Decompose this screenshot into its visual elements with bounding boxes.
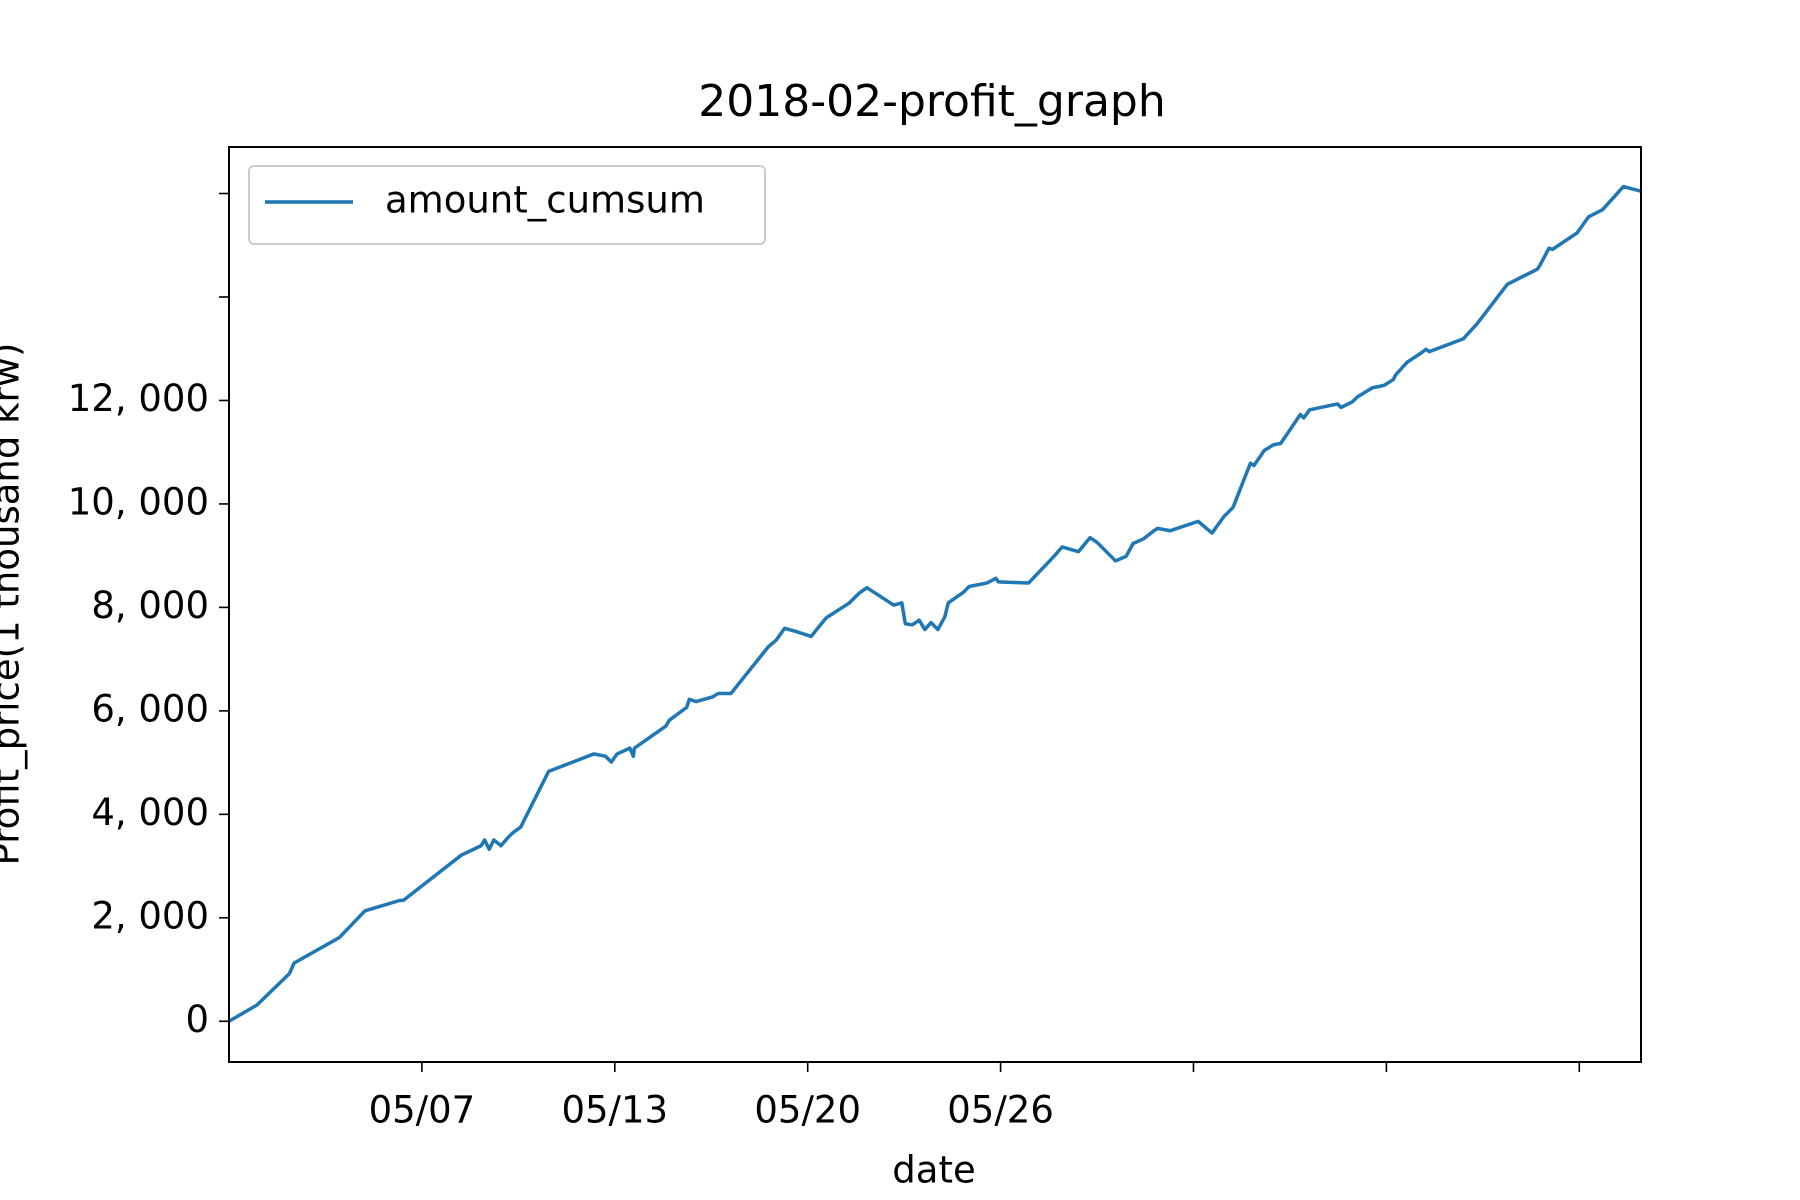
- x-tick-label: 05/20: [754, 1089, 861, 1132]
- y-tick-label: 4, 000: [91, 791, 209, 834]
- legend-label: amount_cumsum: [385, 179, 705, 222]
- y-tick-label: 10, 000: [68, 480, 209, 523]
- x-tick-label: 05/26: [947, 1089, 1054, 1132]
- y-tick-label: 0: [185, 998, 209, 1041]
- line-series: [228, 184, 1642, 1023]
- x-axis-label: date: [892, 1149, 975, 1192]
- x-tick-label: 05/13: [561, 1089, 668, 1132]
- y-axis-label: Profit_price(1 thousand krw): [0, 343, 28, 866]
- plot-frame: [228, 146, 1642, 1063]
- chart-title: 2018-02-profit_graph: [698, 76, 1165, 127]
- x-tick-label: 05/07: [369, 1089, 476, 1132]
- y-tick-label: 2, 000: [91, 894, 209, 937]
- y-tick-label: 12, 000: [68, 377, 209, 420]
- y-tick-label: 8, 000: [91, 584, 209, 627]
- legend-box: [248, 165, 766, 245]
- y-tick-label: 6, 000: [91, 687, 209, 730]
